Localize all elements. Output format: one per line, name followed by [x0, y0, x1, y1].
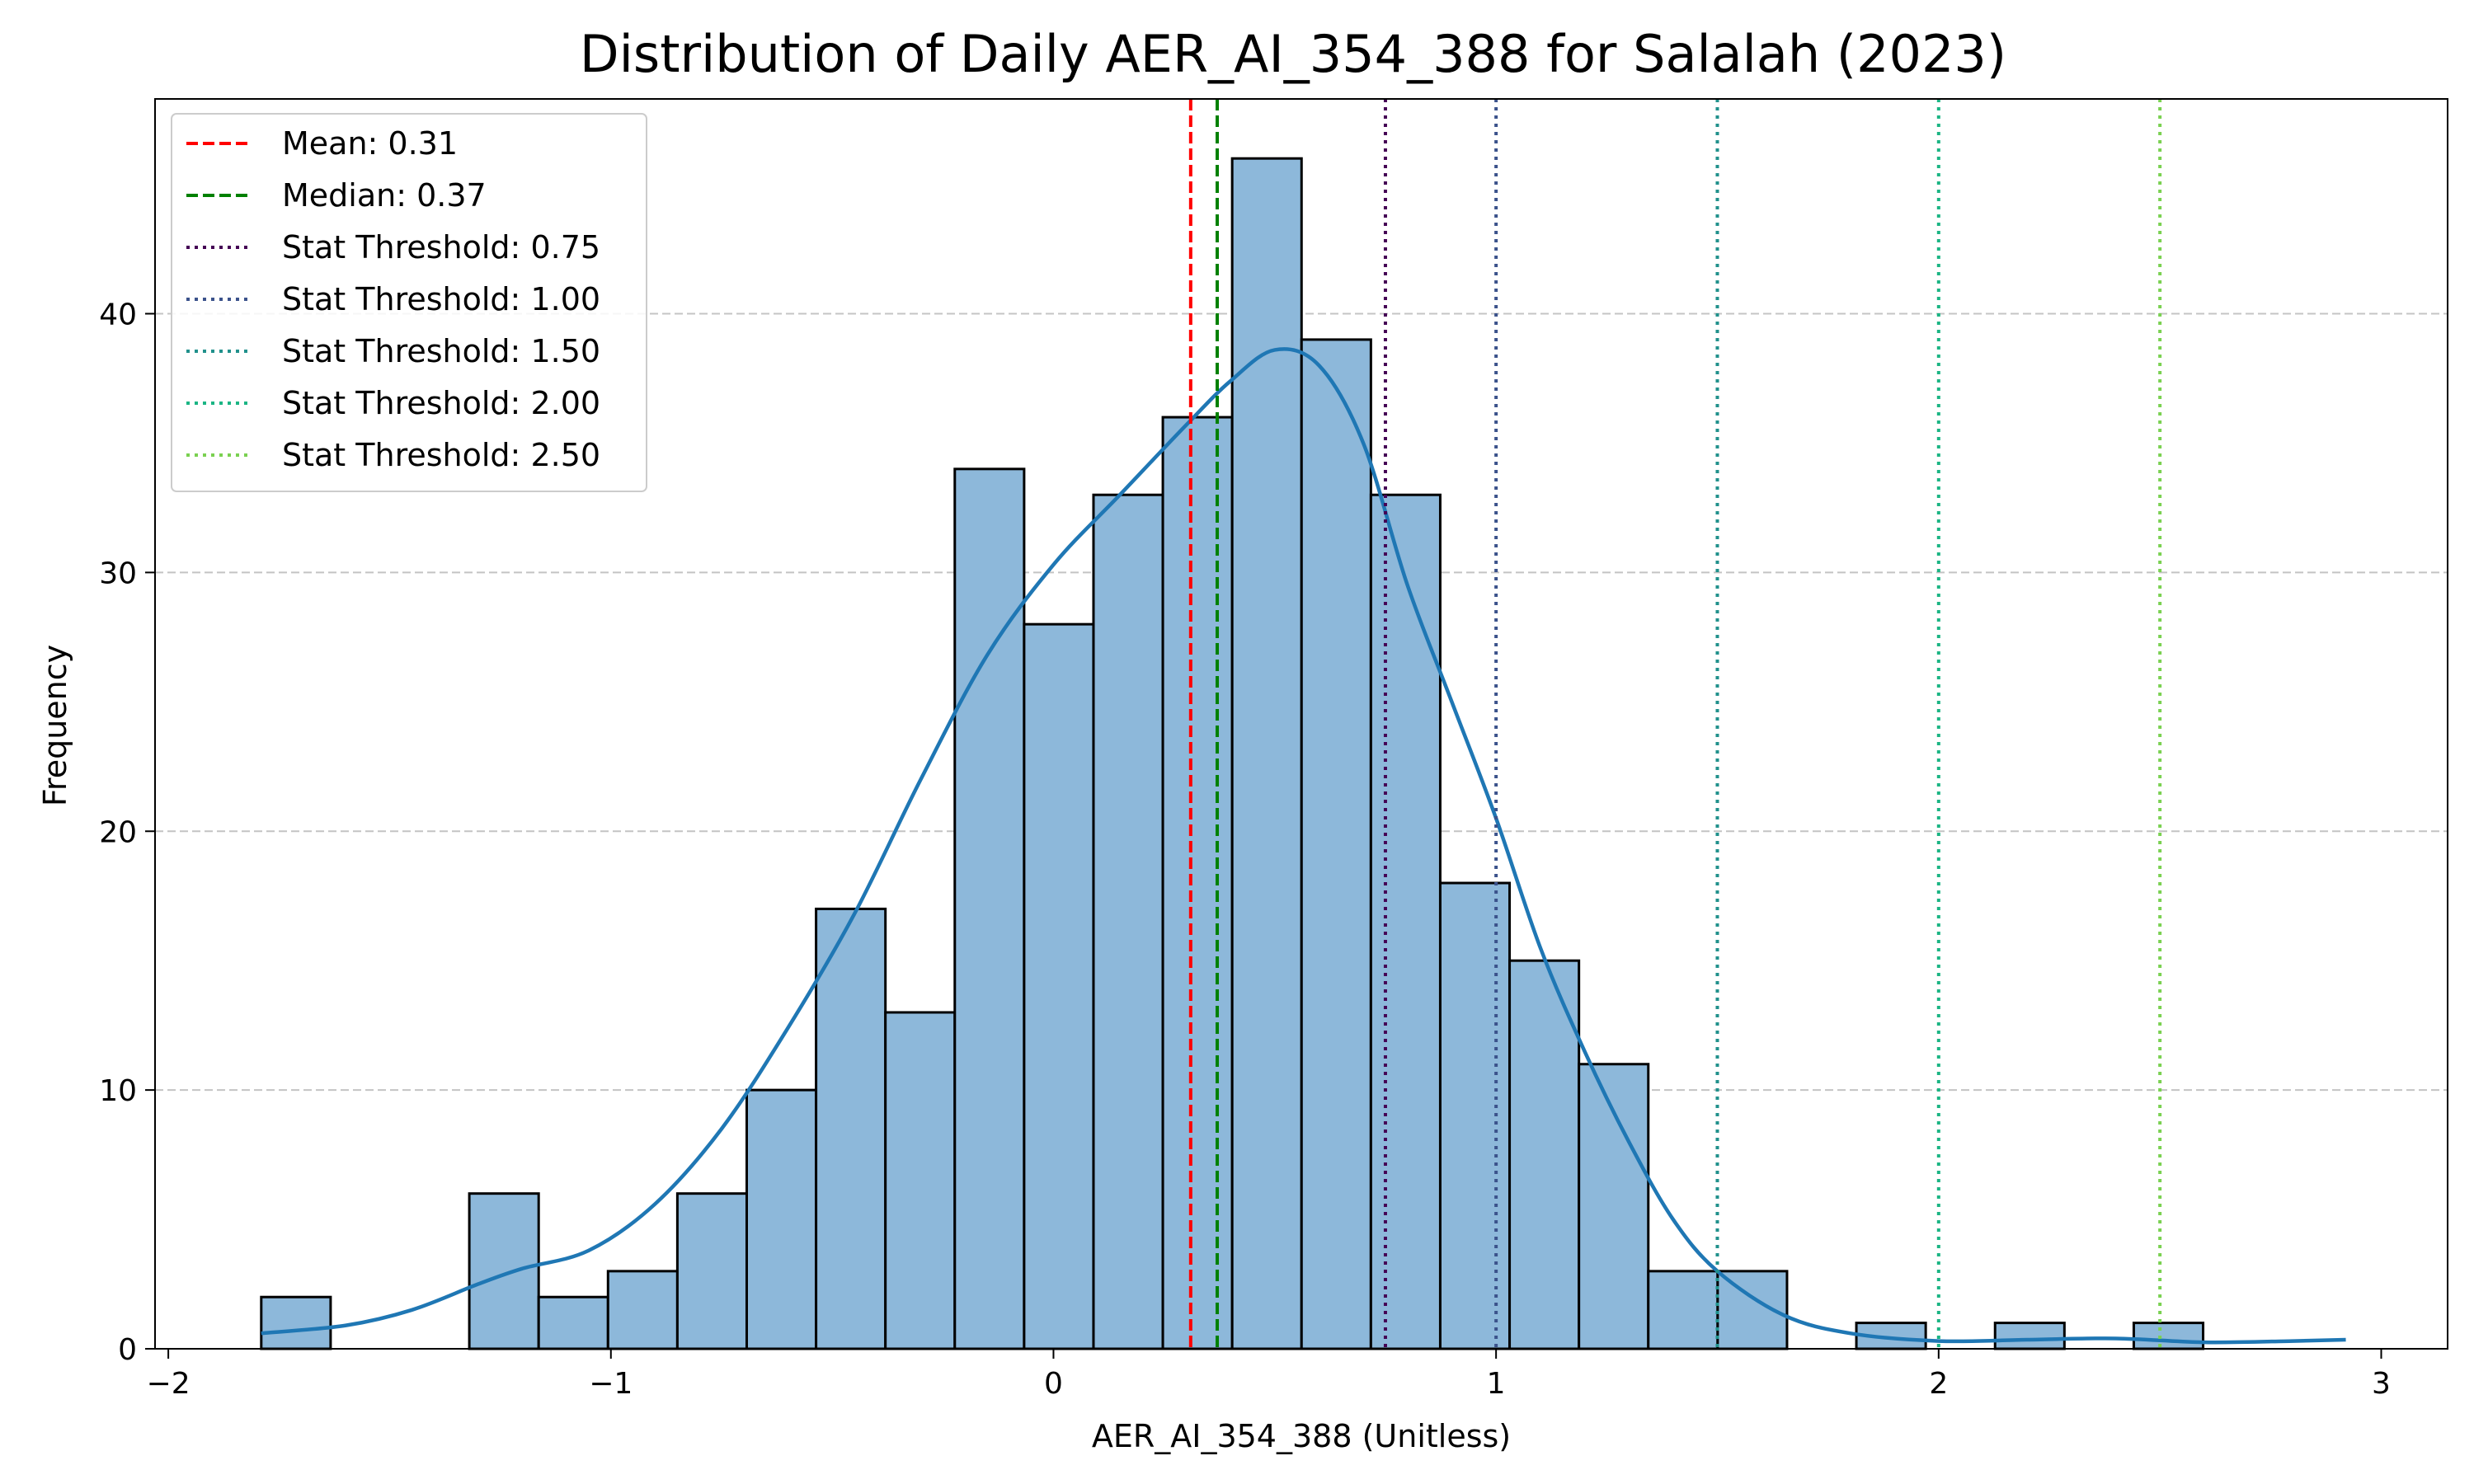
y-tick-label: 40: [99, 298, 137, 332]
plot-frame: [154, 98, 2448, 1350]
legend-label-5: Stat Threshold: 2.00: [282, 385, 600, 421]
x-tick-label: −1: [589, 1367, 633, 1401]
histogram-bar: [1993, 1322, 2066, 1350]
legend: Mean: 0.31 Median: 0.37 Stat Threshold: 0.…: [171, 113, 647, 492]
legend-label-0: Mean: 0.31: [282, 125, 458, 162]
kde-line: [261, 347, 2346, 1345]
kde-curve: [261, 347, 2346, 1345]
y-tick-label: 30: [99, 556, 137, 590]
legend-label-4: Stat Threshold: 1.50: [282, 333, 600, 369]
histogram-bar: [260, 1295, 332, 1350]
histogram-bar: [606, 1270, 679, 1350]
x-tick-label: −2: [147, 1367, 190, 1401]
y-tick-label: 20: [99, 815, 137, 849]
histogram-bar: [745, 1088, 818, 1350]
histogram-bar: [468, 1192, 540, 1350]
histogram-bar: [1647, 1270, 1719, 1350]
y-tick-label: 0: [118, 1333, 137, 1367]
histogram-bar: [675, 1192, 748, 1350]
legend-label-2: Stat Threshold: 0.75: [282, 229, 600, 265]
histogram-bar: [1300, 338, 1372, 1350]
legend-label-3: Stat Threshold: 1.00: [282, 281, 600, 317]
y-axis: 0 10 20 30 40: [99, 298, 155, 1367]
x-tick-label: 0: [1044, 1367, 1063, 1401]
x-tick-label: 3: [2372, 1367, 2391, 1401]
histogram-bar: [953, 467, 1026, 1350]
histogram-bar: [1161, 416, 1234, 1350]
x-tick-label: 2: [1929, 1367, 1948, 1401]
histogram-bar: [815, 907, 887, 1350]
y-axis-label: Frequency: [37, 645, 73, 806]
histogram-bar: [1023, 622, 1095, 1350]
chart-title: Distribution of Daily AER_AI_354_388 for…: [580, 24, 2006, 84]
histogram-bar: [2132, 1322, 2205, 1350]
reference-lines: [1188, 99, 2162, 1349]
y-tick-label: 10: [99, 1074, 137, 1108]
x-axis: −2 −1 0 1 2 3: [147, 1349, 2391, 1401]
histogram-bars: [260, 157, 2205, 1350]
x-tick-label: 1: [1487, 1367, 1506, 1401]
legend-label-1: Median: 0.37: [282, 177, 487, 214]
histogram-bar: [1369, 493, 1442, 1350]
histogram-bar: [1508, 959, 1581, 1350]
histogram-bar: [1578, 1063, 1650, 1350]
legend-box: [171, 113, 647, 492]
histogram-bar: [537, 1295, 609, 1350]
legend-label-6: Stat Threshold: 2.50: [282, 437, 600, 473]
x-axis-label: AER_AI_354_388 (Unitless): [1092, 1418, 1511, 1454]
histogram-bar: [1230, 157, 1303, 1350]
histogram-bar: [884, 1011, 957, 1350]
histogram-bar: [1092, 493, 1164, 1350]
histogram-bar: [1438, 881, 1512, 1350]
